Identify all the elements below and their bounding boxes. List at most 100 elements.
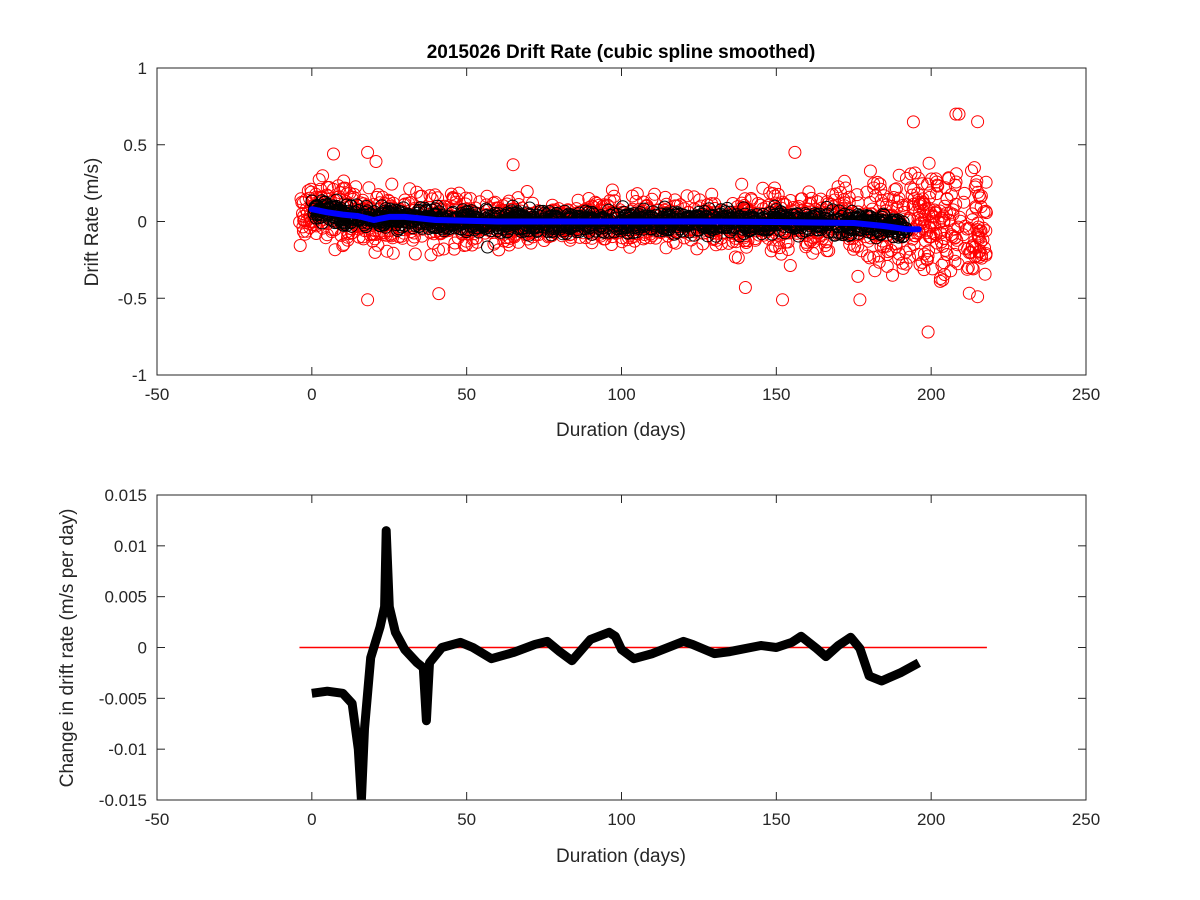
- filtered-data-point: [315, 216, 329, 230]
- x-tick-label: 200: [917, 810, 945, 829]
- raw-data-point: [432, 243, 445, 257]
- x-tick-label: 0: [307, 810, 316, 829]
- raw-data-point: [940, 206, 953, 220]
- raw-data-point: [890, 200, 904, 214]
- raw-data-point: [884, 244, 898, 257]
- raw-data-point: [293, 239, 307, 252]
- raw-data-point: [328, 243, 342, 257]
- raw-data-point: [799, 240, 813, 254]
- filtered-data-point: [733, 229, 747, 243]
- filtered-data-point: [406, 221, 420, 235]
- raw-data-point: [979, 206, 993, 220]
- x-tick-label: 50: [457, 385, 476, 404]
- raw-data-point: [873, 177, 887, 191]
- raw-data-point-outlier: [921, 325, 935, 339]
- filtered-data-point: [614, 224, 628, 238]
- raw-data-point: [368, 245, 382, 259]
- spline-fit-line: [308, 206, 922, 233]
- raw-data-point: [834, 186, 847, 199]
- raw-data-point: [949, 175, 963, 189]
- raw-data-point: [888, 183, 902, 197]
- raw-data-point: [880, 248, 894, 261]
- raw-data-point: [322, 181, 336, 194]
- top-chart: 2015026 Drift Rate (cubic spline smoothe…: [82, 42, 1100, 441]
- y-tick-label: -1: [132, 366, 147, 385]
- y-tick-label: -0.015: [99, 791, 147, 810]
- raw-data-point: [922, 156, 936, 170]
- raw-data-point: [872, 249, 886, 263]
- top-y-axis-label: Drift Rate (m/s): [82, 158, 103, 287]
- filtered-data-point: [646, 205, 660, 219]
- filtered-data-point: [345, 219, 358, 233]
- raw-data-point-outlier: [949, 107, 963, 121]
- raw-data-point: [967, 161, 981, 175]
- raw-data-point: [966, 262, 980, 276]
- raw-data-point: [668, 193, 682, 207]
- raw-data-point: [766, 187, 780, 201]
- raw-data-point: [784, 194, 797, 207]
- raw-data-point: [863, 164, 877, 178]
- raw-data-point: [948, 222, 962, 236]
- raw-data-point-outlier: [788, 145, 802, 159]
- raw-data-point: [751, 197, 765, 210]
- x-tick-label: -50: [145, 810, 170, 829]
- raw-data-point: [940, 192, 954, 206]
- raw-data-point: [768, 189, 782, 203]
- x-tick-label: 100: [607, 385, 635, 404]
- x-tick-label: -50: [145, 385, 170, 404]
- filtered-data-point: [585, 227, 599, 241]
- raw-data-point: [839, 181, 853, 195]
- raw-data-point: [951, 257, 965, 271]
- raw-data-point: [922, 244, 936, 258]
- raw-data-point: [937, 231, 951, 245]
- raw-data-point: [520, 185, 534, 198]
- x-tick-label: 100: [607, 810, 635, 829]
- raw-data-point: [929, 206, 943, 220]
- raw-data-point: [316, 169, 330, 183]
- raw-data-point: [371, 238, 385, 252]
- raw-data-point: [929, 172, 943, 186]
- x-tick-label: 200: [917, 385, 945, 404]
- raw-data-point-outlier: [361, 145, 375, 159]
- raw-data-point: [965, 164, 978, 178]
- raw-data-point: [847, 242, 860, 256]
- raw-data-point: [949, 167, 963, 181]
- raw-data-point: [968, 250, 982, 264]
- filtered-data-point: [769, 203, 783, 217]
- raw-data-point: [887, 191, 901, 204]
- raw-data-point: [299, 193, 313, 207]
- top-spline-lines: [308, 206, 922, 233]
- raw-data-point: [385, 177, 399, 191]
- raw-data-point: [942, 172, 956, 186]
- raw-data-point: [950, 238, 964, 252]
- raw-data-point: [946, 203, 960, 217]
- raw-data-point: [948, 247, 962, 261]
- bottom-x-ticks: -50 0 50 100 150 200 250: [145, 495, 1100, 829]
- x-tick-label: 50: [457, 810, 476, 829]
- raw-data-point: [607, 189, 621, 203]
- raw-data-point: [851, 269, 865, 283]
- top-chart-title: 2015026 Drift Rate (cubic spline smoothe…: [427, 42, 816, 63]
- y-tick-label: 0: [138, 639, 147, 658]
- filtered-data-point: [869, 231, 883, 245]
- filtered-data-point: [792, 229, 806, 243]
- raw-data-point: [979, 224, 993, 238]
- raw-data-point: [781, 243, 795, 256]
- raw-data-point: [740, 240, 753, 254]
- raw-data-point: [937, 256, 951, 270]
- raw-data-point: [822, 244, 836, 258]
- y-tick-label: -0.005: [99, 689, 147, 708]
- raw-data-point: [957, 195, 971, 209]
- raw-data-point: [933, 272, 947, 285]
- raw-data-point: [948, 230, 962, 244]
- y-tick-label: 0.015: [104, 486, 147, 505]
- raw-data-point: [979, 248, 993, 262]
- raw-data-point: [972, 224, 986, 238]
- bottom-lines: [299, 526, 987, 800]
- drift-rate-change-line: [311, 526, 921, 800]
- raw-data-point: [904, 181, 918, 195]
- raw-data-point-outlier: [738, 281, 752, 294]
- top-x-ticks: -50 0 50 100 150 200 250: [145, 68, 1100, 404]
